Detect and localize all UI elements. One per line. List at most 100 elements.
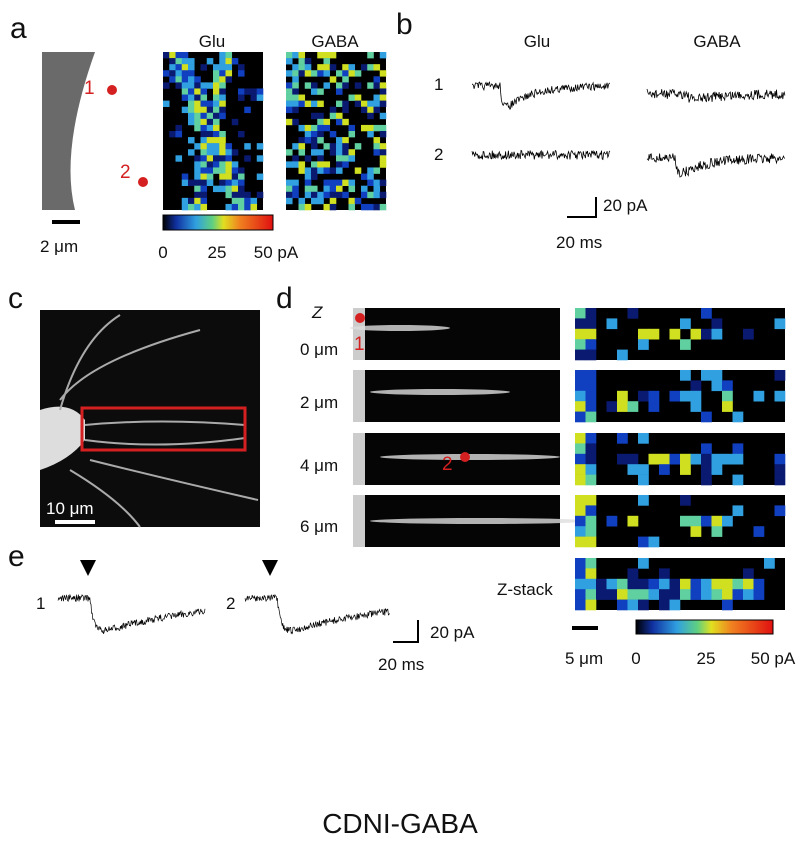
pixel [648,578,660,590]
pixel [701,308,712,319]
pixel [304,82,312,89]
pixel [753,390,765,402]
pixel [373,94,381,101]
pixel [317,131,324,138]
pixel [336,82,343,89]
dendrite [70,52,148,210]
pixel [659,599,670,611]
pixel [638,339,649,350]
pixel [225,64,233,71]
pixel [304,155,312,162]
pixel [231,203,239,211]
scale-bar [393,620,419,643]
image [353,308,560,360]
pixel [213,112,220,120]
pixel [317,197,324,205]
pixel [575,380,586,392]
pixel [292,143,299,150]
pixel [213,155,220,162]
pixel [188,58,195,65]
pixel [206,149,214,156]
pixel [348,70,356,77]
pixel [298,70,306,77]
pixel [298,100,306,107]
pixel [292,118,299,126]
pixel [648,328,660,340]
pixel [323,143,331,150]
pixel [219,76,226,83]
pixel [188,137,195,144]
site-label: 1 [354,334,365,355]
pixel [175,58,183,65]
pixel [194,94,201,101]
pixel [323,64,331,71]
site-dot [107,85,117,95]
pixel [732,474,744,486]
pixel [188,70,195,77]
pixel [329,185,337,193]
pixel [244,88,251,95]
pixel [680,318,691,330]
pixel [669,390,681,402]
pixel [225,52,233,59]
pixel [188,76,195,83]
pixel [329,64,337,71]
pixel [575,443,586,455]
pixel [317,100,324,107]
pixel [292,82,299,89]
pixel [575,505,586,517]
dendrite [370,389,510,395]
pixel [188,94,195,101]
pixel [585,568,597,580]
pixel [680,339,691,350]
pixel [367,112,374,120]
pixel [361,203,368,211]
pixel [701,443,712,455]
scale-bar [567,197,597,218]
pixel [323,179,331,186]
pixel [250,94,258,101]
pixel [354,143,362,150]
pixel [304,179,312,186]
pixel [286,149,293,156]
pixel [194,100,201,107]
pixel [367,179,374,186]
pixel [311,70,318,77]
pixel [711,589,723,600]
pixel [238,179,245,186]
pixel [379,203,387,211]
pixel [367,106,374,114]
pixel [367,203,374,211]
pixel [181,106,189,114]
pixel [181,52,189,59]
pixel [163,52,170,59]
pixel [743,589,754,600]
pixel [585,453,597,465]
pixel [311,82,318,89]
pixel [225,58,233,65]
pixel [585,339,597,350]
depth-label: 2 μm [300,393,338,412]
pixel [701,328,712,340]
pixel [711,453,723,465]
pixel [606,589,618,600]
pixel [575,495,586,506]
pixel [219,58,226,65]
pixel [342,191,349,199]
pixel [292,94,299,101]
column-title: GABA [693,32,741,51]
pixel [200,161,208,168]
panel-letter: d [276,282,293,315]
pixel [379,70,387,77]
pixel [575,411,586,423]
pixel [575,308,586,319]
pixel [329,76,337,83]
pixel [231,149,239,156]
pixel [206,155,214,162]
pixel [575,401,586,412]
pixel [648,536,660,548]
pixel [244,203,251,211]
pixel [200,100,208,107]
pixel [200,197,208,205]
traces [57,81,786,635]
